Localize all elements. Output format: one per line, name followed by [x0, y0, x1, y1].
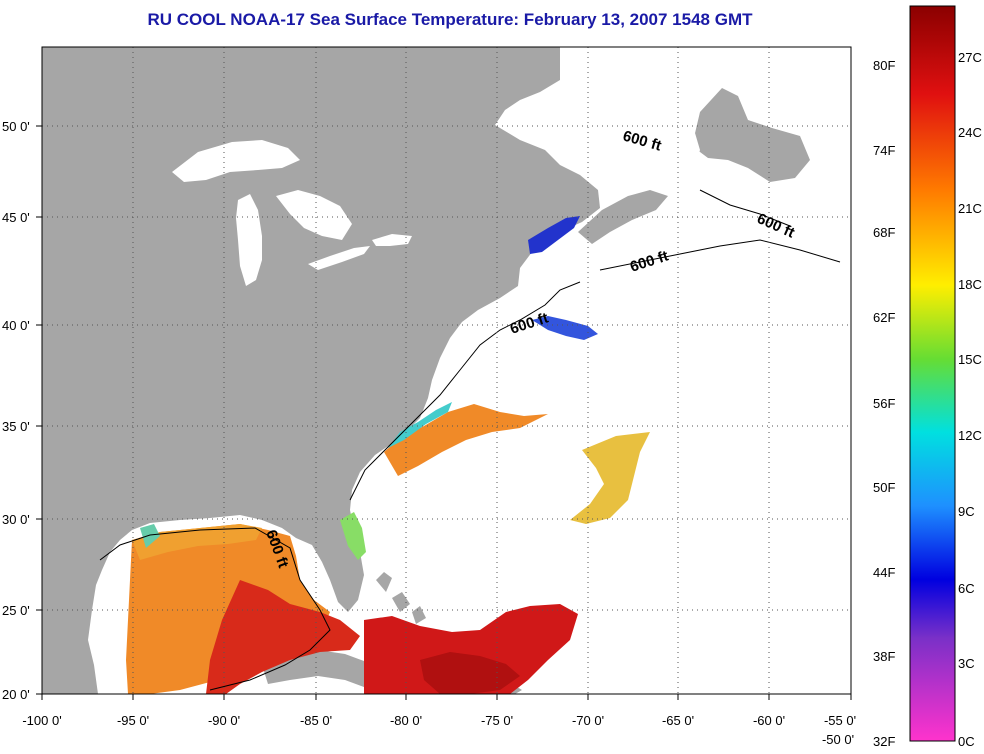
sst-georges-bank: [532, 316, 598, 340]
sst-gulf-stream: [384, 404, 548, 476]
lake-erie: [308, 246, 370, 270]
lon-tick-label: -50 0': [822, 732, 854, 747]
sst-gulf-of-maine: [528, 216, 580, 254]
lon-tick-label: -95 0': [117, 713, 149, 728]
sst-florida-shelf: [340, 512, 366, 560]
isobath-600ft-line: [99, 189, 841, 691]
colorbar-c-label: 24C: [958, 125, 982, 140]
longitude-axis-labels: -100 0' -95 0' -90 0' -85 0' -80 0' -75 …: [22, 713, 856, 747]
colorbar-c-label: 18C: [958, 277, 982, 292]
lon-tick-label: -75 0': [481, 713, 513, 728]
lat-tick-label: 20 0': [2, 687, 30, 702]
temperature-colorbar: 80F 74F 68F 62F 56F 50F 44F 38F 32F 27C …: [873, 5, 982, 749]
colorbar-c-label: 27C: [958, 50, 982, 65]
map-frame: [41, 46, 852, 695]
colorbar-f-label: 74F: [873, 143, 895, 158]
lat-tick-label: 45 0': [2, 210, 30, 225]
lon-tick-label: -60 0': [753, 713, 785, 728]
sst-map: 600 ft 600 ft 600 ft 600 ft 600 ft -100 …: [2, 46, 856, 747]
colorbar-f-label: 44F: [873, 565, 895, 580]
colorbar-c-label: 9C: [958, 504, 975, 519]
land-bahamas: [376, 572, 426, 624]
lake-superior: [172, 140, 300, 182]
colorbar-f-label: 56F: [873, 396, 895, 411]
colorbar-c-label: 21C: [958, 201, 982, 216]
lon-tick-label: -80 0': [390, 713, 422, 728]
colorbar-f-label: 62F: [873, 310, 895, 325]
sst-gulf-northwest: [132, 524, 262, 560]
colorbar-f-label: 38F: [873, 649, 895, 664]
sst-shelf-water: [388, 402, 452, 448]
lake-ontario: [372, 234, 412, 246]
lon-tick-label: -100 0': [22, 713, 61, 728]
lon-tick-label: -65 0': [662, 713, 694, 728]
sst-patch-east: [570, 432, 650, 524]
lat-tick-label: 50 0': [2, 119, 30, 134]
gulf-st-lawrence: [580, 100, 700, 192]
land-newfoundland: [692, 88, 810, 182]
lon-tick-label: -90 0': [208, 713, 240, 728]
colorbar-f-label: 32F: [873, 734, 895, 749]
map-title: RU COOL NOAA-17 Sea Surface Temperature:…: [147, 10, 753, 29]
sst-gulf-north-coast: [140, 524, 160, 548]
lat-tick-label: 35 0': [2, 419, 30, 434]
latitude-axis-labels: 20 0' 25 0' 30 0' 35 0' 40 0' 45 0' 50 0…: [2, 119, 30, 702]
lat-tick-label: 25 0': [2, 603, 30, 618]
colorbar-gradient: [909, 5, 956, 742]
colorbar-c-label: 15C: [958, 352, 982, 367]
lat-tick-label: 30 0': [2, 512, 30, 527]
colorbar-f-label: 80F: [873, 58, 895, 73]
lon-tick-label: -70 0': [572, 713, 604, 728]
colorbar-c-label: 12C: [958, 428, 982, 443]
sst-gulf-warm-core: [206, 580, 360, 694]
sst-caribbean-deep: [420, 652, 520, 694]
axis-ticks: [36, 125, 852, 700]
celsius-labels: 27C 24C 21C 18C 15C 12C 9C 6C 3C 0C: [958, 50, 982, 749]
colorbar-c-label: 3C: [958, 656, 975, 671]
lat-tick-label: 40 0': [2, 318, 30, 333]
lake-huron: [276, 190, 352, 240]
lon-tick-label: -85 0': [300, 713, 332, 728]
lon-tick-label: -55 0': [824, 713, 856, 728]
colorbar-c-label: 6C: [958, 581, 975, 596]
fahrenheit-labels: 80F 74F 68F 62F 56F 50F 44F 38F 32F: [873, 58, 895, 749]
land-north-america: [42, 47, 600, 694]
sst-caribbean: [364, 604, 578, 694]
colorbar-f-label: 68F: [873, 225, 895, 240]
colorbar-f-label: 50F: [873, 480, 895, 495]
colorbar-c-label: 0C: [958, 734, 975, 749]
